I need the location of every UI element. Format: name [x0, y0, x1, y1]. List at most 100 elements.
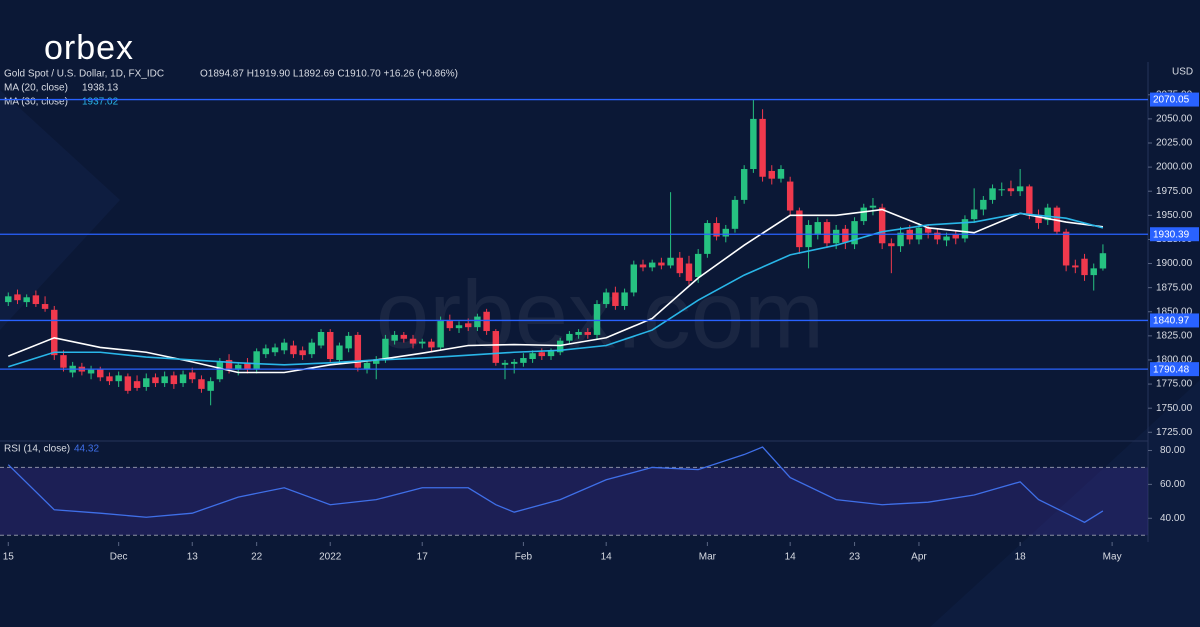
- candle-body: [14, 294, 21, 301]
- y-tick-label: 1850.00: [1156, 306, 1193, 317]
- candle-body: [1035, 215, 1042, 224]
- candle-body: [842, 228, 849, 243]
- candle-body: [888, 243, 895, 247]
- rsi-tick-label: 60.00: [1160, 479, 1185, 490]
- candle-body: [281, 342, 288, 351]
- candle-body: [612, 292, 619, 306]
- x-tick-label: 15: [3, 552, 15, 563]
- candle-body: [41, 304, 49, 309]
- candle-body: [593, 304, 601, 335]
- y-tick-label: 1975.00: [1156, 186, 1193, 197]
- y-tick-label: 1950.00: [1156, 210, 1193, 221]
- y-tick-label: 1875.00: [1156, 282, 1193, 293]
- candle-body: [345, 335, 352, 349]
- x-tick-label: Dec: [110, 552, 128, 563]
- candle-body: [860, 207, 867, 222]
- symbol: Gold Spot / U.S. Dollar, 1D, FX_IDC: [4, 69, 164, 80]
- moving-average: [8, 212, 1104, 368]
- level-tag: [1150, 227, 1199, 242]
- candle-body: [722, 228, 729, 237]
- candle-body: [786, 181, 794, 211]
- candle-body: [1026, 186, 1033, 216]
- candle-body: [189, 372, 196, 380]
- candle-body: [989, 188, 996, 200]
- level-tag: [1150, 362, 1199, 377]
- candle-body: [648, 262, 656, 268]
- candle-body: [133, 381, 141, 388]
- candle-body: [437, 320, 444, 348]
- candle-body: [704, 223, 711, 254]
- candle-body: [492, 331, 500, 363]
- candle-body: [676, 257, 684, 274]
- level-label: 1840.97: [1153, 316, 1190, 327]
- candle-body: [639, 264, 647, 268]
- candle-body: [143, 378, 150, 387]
- candle-body: [621, 292, 628, 306]
- candle-body: [961, 219, 969, 239]
- y-tick-label: 2025.00: [1156, 138, 1193, 149]
- candle-body: [575, 332, 582, 335]
- rsi-band: [0, 467, 1148, 536]
- x-tick-label: 2022: [319, 552, 342, 563]
- candle-body: [419, 341, 426, 344]
- candle-body: [667, 257, 674, 266]
- candle-body: [796, 210, 803, 248]
- candle-body: [308, 342, 316, 355]
- candle-body: [271, 347, 279, 353]
- level-label: 1790.48: [1153, 364, 1190, 375]
- level-tag: [1150, 313, 1199, 328]
- legend-value: 1937.02: [82, 97, 119, 108]
- candle-body: [409, 338, 417, 344]
- candle-body: [768, 170, 775, 179]
- y-tick-label: 1750.00: [1156, 403, 1193, 414]
- x-tick-label: 14: [601, 552, 613, 563]
- candle-body: [23, 297, 30, 303]
- candle-body: [970, 209, 978, 220]
- candle-body: [363, 362, 371, 369]
- candle-body: [878, 207, 886, 244]
- candle-body: [161, 376, 168, 384]
- candle-body: [1099, 253, 1107, 269]
- candle-body: [501, 362, 509, 365]
- x-tick-label: Mar: [699, 552, 717, 563]
- candle-body: [207, 381, 214, 391]
- candle-body: [685, 263, 693, 281]
- rsi-tick-label: 80.00: [1160, 445, 1185, 456]
- candle-body: [235, 364, 242, 370]
- candle-body: [97, 369, 104, 378]
- candle-body: [170, 375, 178, 385]
- candle-body: [538, 352, 546, 357]
- decor: [930, 380, 1200, 627]
- x-tick-label: 13: [187, 552, 199, 563]
- candle-body: [179, 374, 187, 384]
- x-tick-label: 17: [417, 552, 429, 563]
- candle-body: [327, 332, 334, 359]
- candle-body: [658, 262, 665, 266]
- legend-entry: MA (30, close): [4, 97, 68, 108]
- candle-body: [630, 264, 638, 293]
- x-tick-label: Apr: [911, 552, 927, 563]
- candle-body: [750, 118, 757, 170]
- ohlc-readout: O1894.87 H1919.90 L1892.69 C1910.70 +16.…: [200, 69, 458, 80]
- candle-body: [731, 199, 739, 229]
- level-label: 2070.05: [1153, 95, 1190, 106]
- candle-body: [897, 232, 904, 247]
- candle-body: [428, 341, 435, 348]
- rsi-tick-label: 40.00: [1160, 513, 1185, 524]
- currency: USD: [1172, 67, 1193, 78]
- candle-body: [299, 350, 306, 356]
- candle-body: [777, 169, 785, 179]
- candle-body: [1016, 186, 1024, 192]
- candle-body: [602, 292, 610, 305]
- x-tick-label: 23: [849, 552, 861, 563]
- candle-body: [1044, 207, 1051, 221]
- rsi-line: [7, 446, 1104, 524]
- legend-value: 44.32: [74, 444, 99, 455]
- candle-body: [262, 348, 270, 355]
- candle-body: [336, 345, 343, 360]
- y-tick-label: 1775.00: [1156, 379, 1193, 390]
- x-tick-label: Feb: [515, 552, 533, 563]
- candle-body: [1090, 268, 1097, 276]
- candle-body: [520, 358, 527, 363]
- y-tick-label: 2000.00: [1156, 162, 1193, 173]
